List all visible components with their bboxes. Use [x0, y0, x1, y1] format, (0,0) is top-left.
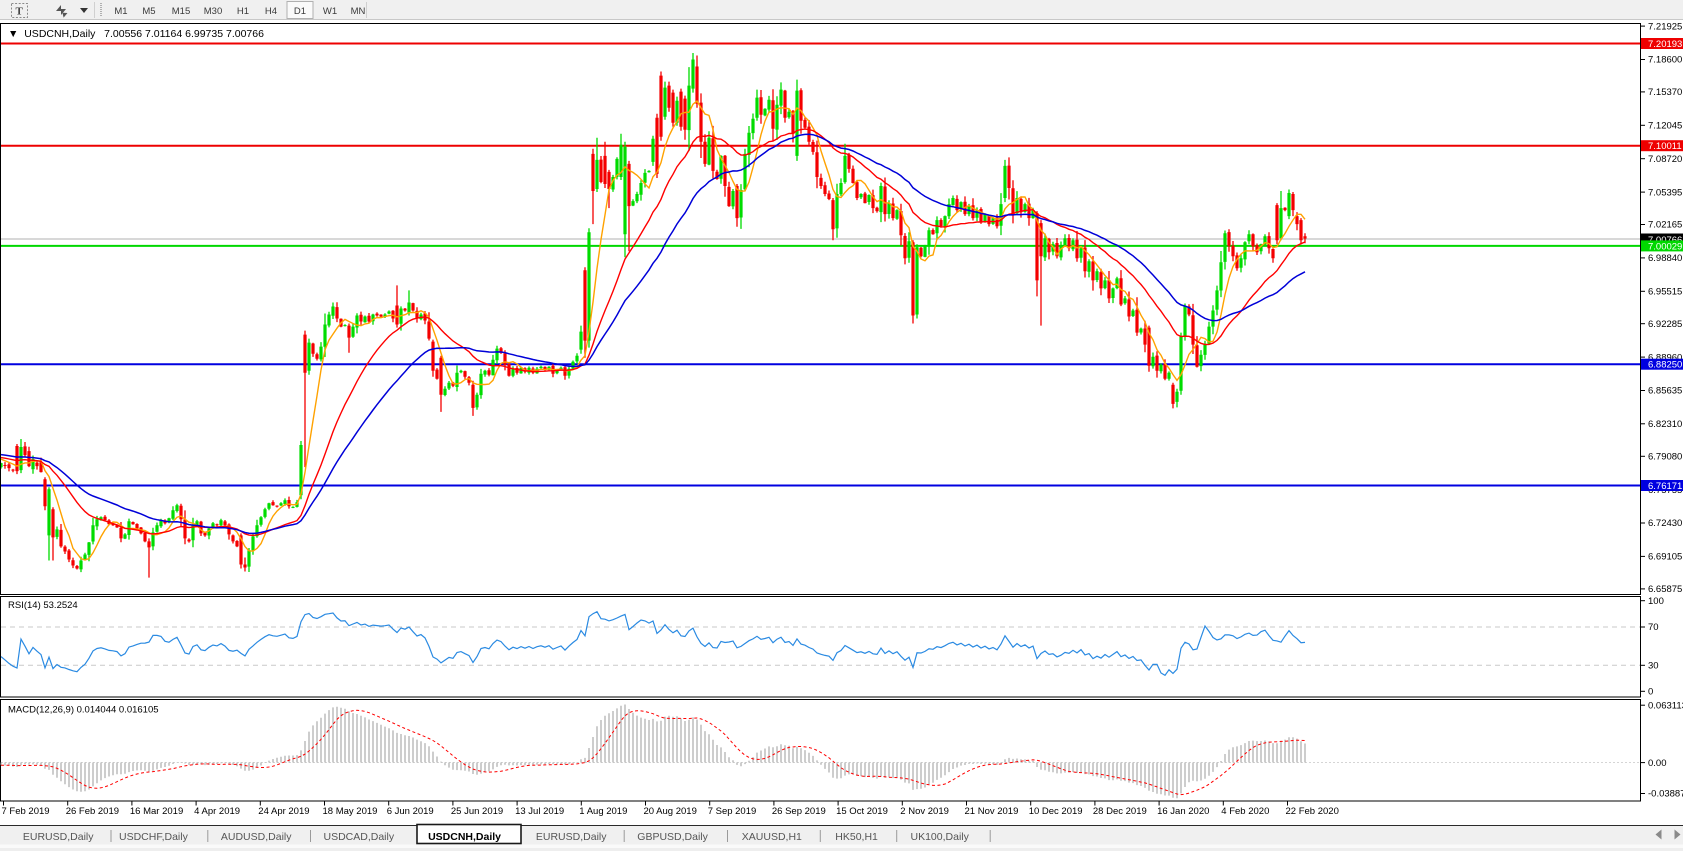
svg-text:UK100,Daily: UK100,Daily [911, 831, 970, 843]
svg-text:H1: H1 [237, 6, 249, 17]
svg-text:18 May 2019: 18 May 2019 [323, 806, 378, 817]
svg-text:7.12045: 7.12045 [1648, 121, 1682, 132]
svg-text:AUDUSD,Daily: AUDUSD,Daily [221, 831, 292, 843]
svg-text:0: 0 [1648, 687, 1653, 698]
svg-text:7.00029: 7.00029 [1648, 241, 1682, 252]
svg-text:100: 100 [1648, 596, 1664, 607]
svg-text:6.82310: 6.82310 [1648, 419, 1682, 430]
svg-text:W1: W1 [323, 6, 337, 17]
svg-text:USDCHF,Daily: USDCHF,Daily [119, 831, 189, 843]
svg-text:RSI(14) 53.2524: RSI(14) 53.2524 [8, 600, 78, 611]
svg-text:M15: M15 [172, 6, 190, 17]
svg-text:13 Jul 2019: 13 Jul 2019 [515, 806, 564, 817]
svg-text:MACD(12,26,9) 0.014044 0.01610: MACD(12,26,9) 0.014044 0.016105 [8, 705, 159, 716]
svg-text:24 Apr 2019: 24 Apr 2019 [258, 806, 309, 817]
svg-text:0.063113: 0.063113 [1648, 700, 1683, 711]
svg-text:26 Feb 2019: 26 Feb 2019 [66, 806, 119, 817]
svg-text:-0.038872: -0.038872 [1648, 789, 1683, 800]
svg-text:1 Aug 2019: 1 Aug 2019 [579, 806, 627, 817]
svg-text:EURUSD,Daily: EURUSD,Daily [23, 831, 94, 843]
svg-text:6.98840: 6.98840 [1648, 253, 1682, 264]
svg-text:6.65875: 6.65875 [1648, 584, 1682, 595]
svg-text:6.85635: 6.85635 [1648, 386, 1682, 397]
svg-text:15 Oct 2019: 15 Oct 2019 [836, 806, 888, 817]
svg-text:7 Sep 2019: 7 Sep 2019 [708, 806, 757, 817]
svg-text:D1: D1 [294, 6, 306, 17]
svg-text:HK50,H1: HK50,H1 [835, 831, 878, 843]
svg-text:6.88960: 6.88960 [1648, 352, 1682, 363]
svg-text:6.92285: 6.92285 [1648, 319, 1682, 330]
svg-text:6.88250: 6.88250 [1648, 360, 1682, 371]
svg-text:6.95515: 6.95515 [1648, 287, 1682, 298]
svg-text:USDCNH,Daily: USDCNH,Daily [428, 831, 501, 843]
svg-text:20 Aug 2019: 20 Aug 2019 [644, 806, 697, 817]
svg-text:7.00766: 7.00766 [1648, 235, 1682, 246]
svg-text:7.10011: 7.10011 [1648, 141, 1682, 152]
svg-text:10 Dec 2019: 10 Dec 2019 [1029, 806, 1083, 817]
svg-text:6.69105: 6.69105 [1648, 552, 1682, 563]
svg-text:26 Sep 2019: 26 Sep 2019 [772, 806, 826, 817]
svg-text:M5: M5 [142, 6, 155, 17]
svg-text:XAUUSD,H1: XAUUSD,H1 [742, 831, 802, 843]
svg-text:6.72430: 6.72430 [1648, 518, 1682, 529]
svg-text:H4: H4 [265, 6, 277, 17]
svg-text:T: T [16, 6, 24, 18]
svg-text:GBPUSD,Daily: GBPUSD,Daily [637, 831, 708, 843]
svg-text:MN: MN [351, 6, 366, 17]
svg-text:4 Feb 2020: 4 Feb 2020 [1221, 806, 1269, 817]
svg-text:7.15370: 7.15370 [1648, 87, 1682, 98]
svg-text:7 Feb 2019: 7 Feb 2019 [2, 806, 50, 817]
svg-text:22 Feb 2020: 22 Feb 2020 [1286, 806, 1339, 817]
svg-text:M30: M30 [204, 6, 222, 17]
svg-text:6.79080: 6.79080 [1648, 452, 1682, 463]
svg-text:6.76171: 6.76171 [1648, 481, 1682, 492]
svg-text:7.08720: 7.08720 [1648, 154, 1682, 165]
svg-text:7.21925: 7.21925 [1648, 21, 1682, 32]
svg-text:0.00: 0.00 [1648, 758, 1667, 769]
svg-text:30: 30 [1648, 661, 1659, 672]
svg-text:7.18600: 7.18600 [1648, 55, 1682, 66]
svg-text:21 Nov 2019: 21 Nov 2019 [965, 806, 1019, 817]
svg-text:7.05395: 7.05395 [1648, 187, 1682, 198]
svg-text:▼ USDCNH,Daily 7.00556 7.01: ▼ USDCNH,Daily 7.00556 7.01164 6.99735 7… [8, 28, 264, 40]
svg-text:16 Jan 2020: 16 Jan 2020 [1157, 806, 1209, 817]
svg-text:EURUSD,Daily: EURUSD,Daily [536, 831, 607, 843]
svg-text:4 Apr 2019: 4 Apr 2019 [194, 806, 240, 817]
svg-text:7.20193: 7.20193 [1648, 39, 1682, 50]
svg-text:USDCAD,Daily: USDCAD,Daily [324, 831, 395, 843]
svg-text:25 Jun 2019: 25 Jun 2019 [451, 806, 503, 817]
svg-text:6 Jun 2019: 6 Jun 2019 [387, 806, 434, 817]
svg-text:70: 70 [1648, 622, 1659, 633]
svg-text:M1: M1 [114, 6, 127, 17]
svg-text:16 Mar 2019: 16 Mar 2019 [130, 806, 183, 817]
svg-text:2 Nov 2019: 2 Nov 2019 [900, 806, 949, 817]
svg-text:28 Dec 2019: 28 Dec 2019 [1093, 806, 1147, 817]
svg-text:7.02165: 7.02165 [1648, 220, 1682, 231]
